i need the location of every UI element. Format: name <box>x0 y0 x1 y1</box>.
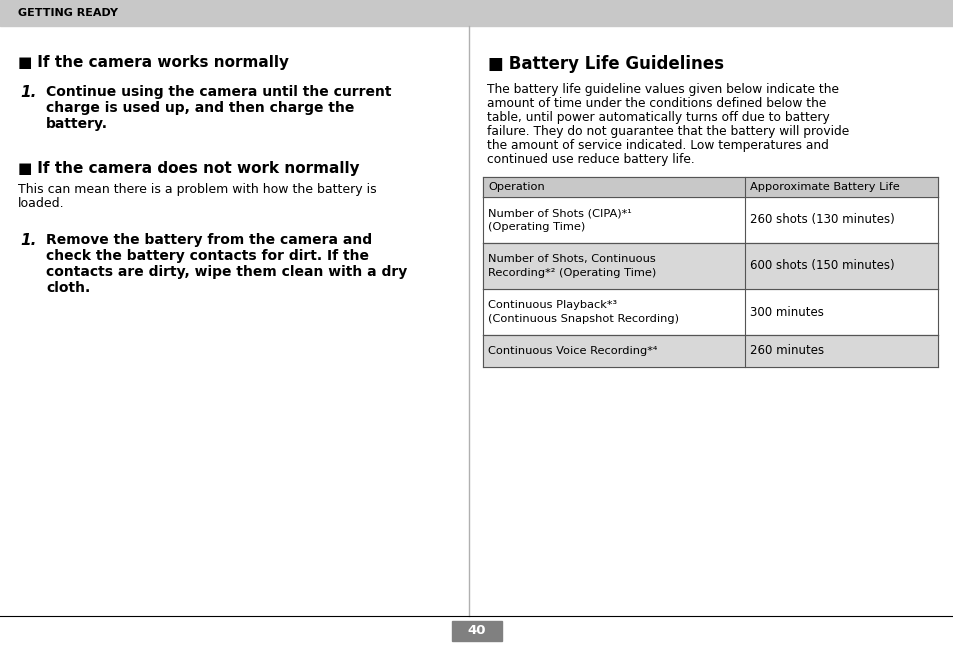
Text: (Operating Time): (Operating Time) <box>488 222 585 232</box>
Text: Battery Life Guidelines: Battery Life Guidelines <box>503 55 723 73</box>
Text: 260 minutes: 260 minutes <box>749 344 823 357</box>
Text: amount of time under the conditions defined below the: amount of time under the conditions defi… <box>487 97 826 110</box>
Text: loaded.: loaded. <box>18 197 65 210</box>
Text: Operation: Operation <box>488 182 544 192</box>
Text: cloth.: cloth. <box>46 281 91 295</box>
Bar <box>483 197 937 243</box>
Text: If the camera works normally: If the camera works normally <box>32 55 289 70</box>
Bar <box>483 335 937 367</box>
Text: ■: ■ <box>18 55 32 70</box>
Text: (Continuous Snapshot Recording): (Continuous Snapshot Recording) <box>488 314 679 324</box>
Text: failure. They do not guarantee that the battery will provide: failure. They do not guarantee that the … <box>487 125 849 138</box>
Text: Continue using the camera until the current: Continue using the camera until the curr… <box>46 85 391 99</box>
Text: 1.: 1. <box>20 233 36 248</box>
Text: Remove the battery from the camera and: Remove the battery from the camera and <box>46 233 372 247</box>
Text: continued use reduce battery life.: continued use reduce battery life. <box>487 153 695 166</box>
Bar <box>452 621 501 641</box>
Bar <box>483 177 937 197</box>
Bar <box>483 289 937 335</box>
Text: ■: ■ <box>18 161 32 176</box>
Text: ■: ■ <box>487 55 502 73</box>
Text: check the battery contacts for dirt. If the: check the battery contacts for dirt. If … <box>46 249 369 263</box>
Bar <box>0 0 953 26</box>
Text: The battery life guideline values given below indicate the: The battery life guideline values given … <box>487 83 839 96</box>
Text: GETTING READY: GETTING READY <box>18 8 118 18</box>
Text: Recording*² (Operating Time): Recording*² (Operating Time) <box>488 268 656 278</box>
Text: charge is used up, and then charge the: charge is used up, and then charge the <box>46 101 354 115</box>
Text: Number of Shots (CIPA)*¹: Number of Shots (CIPA)*¹ <box>488 208 632 218</box>
Text: Number of Shots, Continuous: Number of Shots, Continuous <box>488 254 656 264</box>
Text: contacts are dirty, wipe them clean with a dry: contacts are dirty, wipe them clean with… <box>46 265 407 279</box>
Text: battery.: battery. <box>46 117 108 131</box>
Text: 600 shots (150 minutes): 600 shots (150 minutes) <box>749 260 894 273</box>
Text: 300 minutes: 300 minutes <box>749 306 822 318</box>
Text: 40: 40 <box>467 625 486 638</box>
Text: If the camera does not work normally: If the camera does not work normally <box>32 161 359 176</box>
Text: This can mean there is a problem with how the battery is: This can mean there is a problem with ho… <box>18 183 376 196</box>
Text: Continuous Voice Recording*⁴: Continuous Voice Recording*⁴ <box>488 346 657 356</box>
Text: Apporoximate Battery Life: Apporoximate Battery Life <box>749 182 899 192</box>
Text: 260 shots (130 minutes): 260 shots (130 minutes) <box>749 213 894 227</box>
Bar <box>483 243 937 289</box>
Text: Continuous Playback*³: Continuous Playback*³ <box>488 300 617 310</box>
Text: the amount of service indicated. Low temperatures and: the amount of service indicated. Low tem… <box>487 139 828 152</box>
Text: 1.: 1. <box>20 85 36 100</box>
Text: table, until power automatically turns off due to battery: table, until power automatically turns o… <box>487 111 829 124</box>
